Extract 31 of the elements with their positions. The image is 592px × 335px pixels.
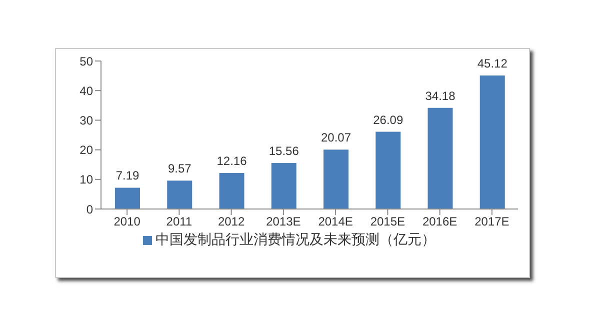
data-label: 26.09 xyxy=(373,112,404,127)
y-tick-label: 10 xyxy=(80,172,94,187)
x-tick-label: 2014E xyxy=(318,214,353,229)
data-label: 20.07 xyxy=(320,130,352,145)
x-tick-label: 2015E xyxy=(370,214,406,229)
y-tick-label: 0 xyxy=(86,202,94,216)
y-tick-label: 40 xyxy=(80,84,94,98)
bar xyxy=(219,173,244,209)
x-tick-label: 2011 xyxy=(166,214,192,229)
bar xyxy=(376,132,401,209)
x-tick-label: 2013E xyxy=(266,214,301,229)
y-tick-label: 30 xyxy=(80,113,94,128)
data-label: 15.56 xyxy=(268,144,300,158)
data-label: 34.18 xyxy=(425,88,456,103)
x-tick-label: 2012 xyxy=(218,214,245,229)
data-label: 45.12 xyxy=(477,56,508,70)
bar xyxy=(271,162,296,209)
bar xyxy=(324,150,348,209)
bar xyxy=(480,75,505,209)
bar xyxy=(428,108,453,209)
data-label: 12.16 xyxy=(216,154,248,168)
legend-label: 中国发制品行业消费情况及未来预测（亿元） xyxy=(156,231,436,247)
bar xyxy=(167,180,192,209)
data-label: 7.19 xyxy=(116,168,140,183)
x-tick-label: 2016E xyxy=(422,214,458,229)
y-tick-label: 20 xyxy=(80,143,94,158)
bar xyxy=(115,188,140,209)
x-tick-label: 2017E xyxy=(474,214,510,229)
y-tick-label: 50 xyxy=(80,54,94,68)
data-label: 9.57 xyxy=(168,162,192,176)
x-tick-label: 2010 xyxy=(114,214,141,229)
